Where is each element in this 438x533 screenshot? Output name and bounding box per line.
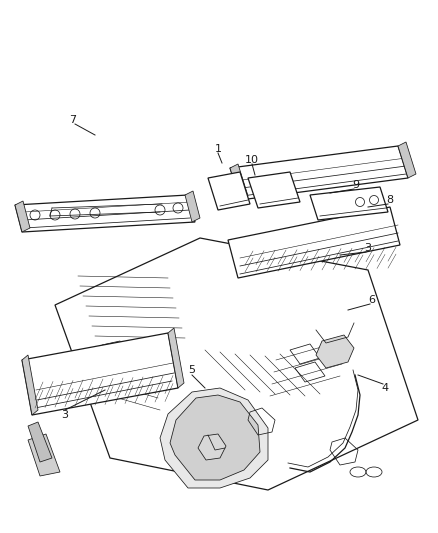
Polygon shape: [198, 434, 226, 460]
Polygon shape: [28, 422, 52, 462]
Polygon shape: [15, 201, 30, 232]
Text: 10: 10: [245, 155, 259, 165]
Polygon shape: [168, 328, 184, 388]
Polygon shape: [170, 395, 260, 480]
Text: 9: 9: [353, 180, 360, 190]
Text: 3: 3: [61, 410, 68, 420]
Text: 6: 6: [368, 295, 375, 305]
Polygon shape: [55, 238, 418, 490]
Polygon shape: [230, 146, 408, 200]
Polygon shape: [398, 142, 416, 178]
Polygon shape: [15, 195, 195, 232]
Polygon shape: [22, 333, 178, 415]
Polygon shape: [208, 172, 250, 210]
Polygon shape: [185, 191, 200, 222]
Text: 8: 8: [386, 195, 394, 205]
Polygon shape: [22, 355, 38, 415]
Polygon shape: [310, 187, 388, 220]
Polygon shape: [160, 388, 268, 488]
Polygon shape: [316, 335, 354, 368]
Polygon shape: [28, 434, 60, 476]
Polygon shape: [248, 172, 300, 208]
Text: 7: 7: [70, 115, 77, 125]
Polygon shape: [230, 164, 248, 200]
Text: 5: 5: [188, 365, 195, 375]
Polygon shape: [228, 207, 400, 278]
Text: 3: 3: [364, 243, 371, 253]
Text: 1: 1: [215, 144, 222, 154]
Text: 4: 4: [381, 383, 389, 393]
